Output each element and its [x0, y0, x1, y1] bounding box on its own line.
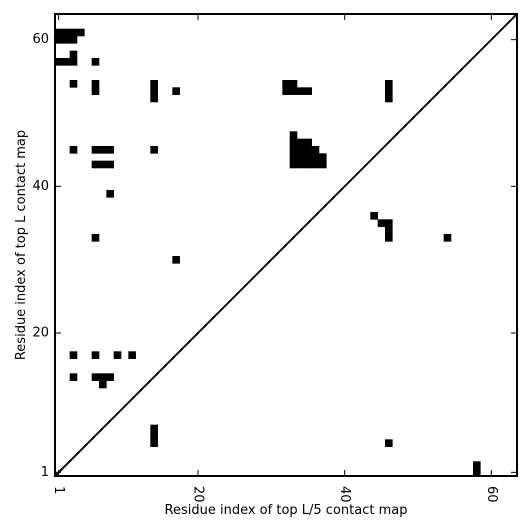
x-tick-label: 60: [484, 486, 499, 503]
upper-contact-cell: [99, 146, 107, 154]
lower-contact-cell: [150, 439, 158, 447]
y-tick-label: 20: [32, 326, 49, 341]
upper-contact-cell: [319, 160, 327, 169]
upper-contact-cell: [289, 146, 298, 154]
upper-contact-cell: [91, 80, 100, 88]
upper-contact-cell: [385, 219, 393, 227]
lower-contact-cell: [69, 351, 78, 359]
upper-contact-cell: [443, 234, 452, 242]
upper-contact-cell: [385, 87, 393, 95]
upper-contact-cell: [304, 153, 312, 161]
upper-contact-cell: [282, 80, 290, 88]
lower-contact-cell: [69, 373, 78, 381]
lower-contact-cell: [106, 373, 114, 381]
upper-contact-cell: [289, 80, 298, 88]
upper-contact-cell: [304, 138, 312, 147]
upper-contact-cell: [91, 87, 100, 95]
upper-contact-cell: [150, 87, 158, 95]
lower-contact-cell: [99, 373, 107, 381]
upper-contact-cell: [69, 50, 78, 59]
x-tick-label: 20: [191, 486, 206, 503]
upper-contact-cell: [106, 160, 114, 169]
lower-contact-cell: [99, 380, 107, 389]
lower-contact-cell: [150, 424, 158, 433]
upper-contact-cell: [150, 146, 158, 154]
lower-contact-cell: [150, 432, 158, 440]
upper-contact-cell: [91, 160, 100, 169]
upper-contact-cell: [150, 80, 158, 88]
upper-contact-cell: [62, 28, 70, 37]
upper-contact-cell: [172, 87, 180, 95]
upper-contact-cell: [62, 58, 70, 66]
upper-contact-cell: [319, 153, 327, 161]
upper-contact-cell: [370, 212, 378, 220]
y-tick-label: 1: [41, 465, 49, 480]
upper-contact-cell: [297, 87, 305, 95]
y-tick-label: 60: [32, 32, 49, 47]
lower-contact-cell: [128, 351, 136, 359]
upper-contact-cell: [304, 87, 312, 95]
upper-contact-cell: [289, 153, 298, 161]
lower-contact-cell: [473, 468, 481, 477]
upper-contact-cell: [297, 153, 305, 161]
x-tick-label: 1: [51, 486, 66, 494]
plot-frame: [54, 13, 518, 477]
upper-contact-cell: [304, 146, 312, 154]
lower-contact-cell: [91, 373, 100, 381]
axis-ticks: 1 20 40 60 1 20 40 60: [32, 14, 517, 503]
upper-contact-cell: [282, 87, 290, 95]
x-axis-label: Residue index of top L/5 contact map: [165, 503, 408, 518]
y-tick-label: 40: [32, 179, 49, 194]
upper-contact-cell: [91, 58, 100, 66]
upper-contact-cell: [69, 80, 78, 88]
upper-contact-cell: [289, 138, 298, 147]
upper-contact-cell: [55, 58, 63, 66]
upper-contact-cell: [69, 28, 78, 37]
upper-contact-cell: [311, 160, 320, 169]
upper-contact-cell: [304, 160, 312, 169]
upper-contact-cell: [106, 190, 114, 198]
upper-contact-cell: [69, 58, 78, 66]
lower-contact-cell: [113, 351, 122, 359]
upper-contact-cell: [289, 87, 298, 95]
y-axis-label: Residue index of top L contact map: [14, 130, 29, 360]
lower-contact-cell: [91, 351, 100, 359]
upper-contact-cell: [289, 131, 298, 139]
contact-cells: [55, 28, 481, 477]
upper-contact-cell: [91, 234, 100, 242]
upper-contact-cell: [377, 219, 386, 227]
diagonal-line: [54, 13, 518, 477]
upper-contact-cell: [385, 80, 393, 88]
x-tick-label: 40: [337, 486, 352, 503]
upper-contact-cell: [172, 256, 180, 264]
upper-contact-cell: [289, 160, 298, 169]
upper-contact-cell: [385, 94, 393, 103]
upper-contact-cell: [55, 28, 63, 37]
upper-contact-cell: [385, 226, 393, 235]
upper-contact-cell: [297, 160, 305, 169]
upper-contact-cell: [91, 146, 100, 154]
upper-contact-cell: [311, 153, 320, 161]
upper-contact-cell: [297, 146, 305, 154]
upper-contact-cell: [150, 94, 158, 103]
upper-contact-cell: [77, 28, 85, 37]
lower-contact-cell: [473, 461, 481, 469]
upper-contact-cell: [99, 160, 107, 169]
upper-contact-cell: [62, 36, 70, 44]
upper-contact-cell: [69, 146, 78, 154]
upper-contact-cell: [69, 36, 78, 44]
upper-contact-cell: [311, 146, 320, 154]
upper-contact-cell: [106, 146, 114, 154]
lower-contact-cell: [385, 439, 393, 447]
upper-contact-cell: [297, 138, 305, 147]
upper-contact-cell: [385, 234, 393, 242]
